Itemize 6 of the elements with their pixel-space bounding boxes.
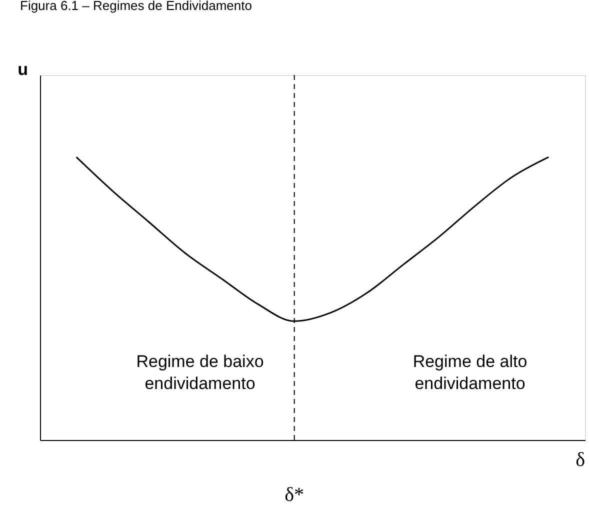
chart-title: Figura 6.1 – Regimes de Endividamento xyxy=(20,0,252,13)
annotation: Regime de baixo endividamento xyxy=(136,352,264,393)
y-axis-title: u xyxy=(18,60,28,79)
text: δ* xyxy=(284,484,304,506)
annotation: Regime de alto endividamento xyxy=(412,352,528,393)
x-axis-title: δ xyxy=(576,449,585,471)
